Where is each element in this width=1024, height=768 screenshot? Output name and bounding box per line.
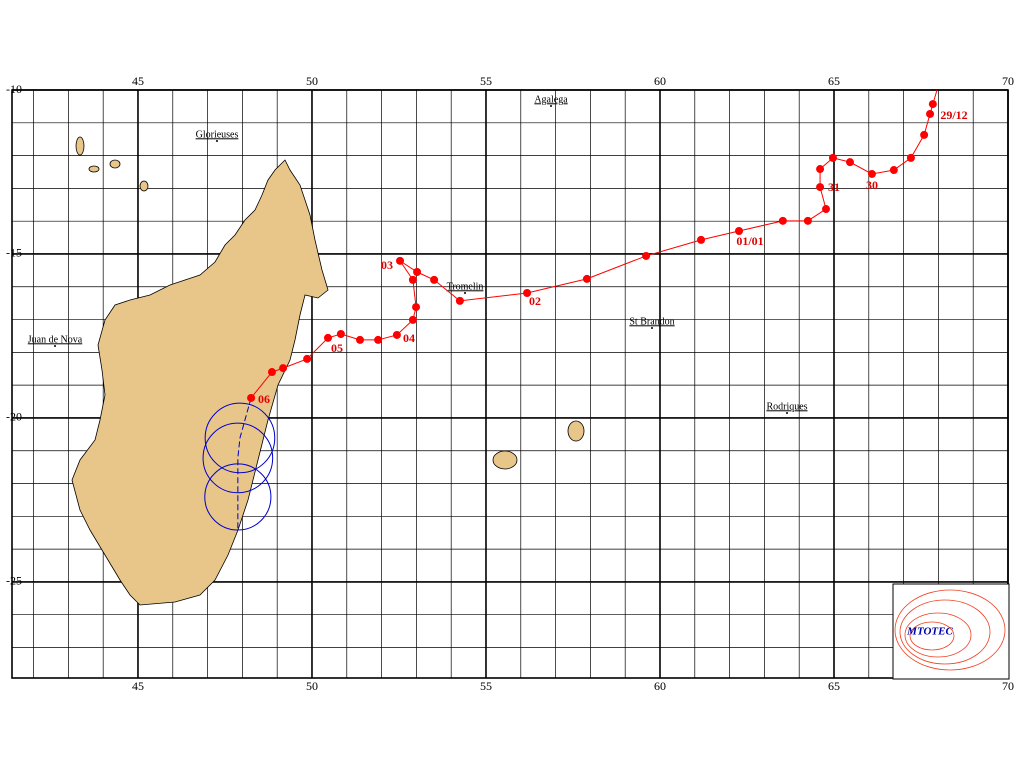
place-dot: [550, 105, 552, 107]
date-label: 06: [258, 392, 270, 406]
x-tick-label: 65: [828, 74, 840, 88]
x-tick-label: 50: [306, 74, 318, 88]
track-point: [267, 368, 276, 377]
madagascar: [71, 159, 329, 606]
date-label: 31: [828, 180, 840, 194]
logo-ring: [894, 589, 1006, 671]
track-point: [392, 330, 401, 339]
track-point: [926, 109, 935, 118]
track-point: [816, 165, 825, 174]
track-point: [336, 329, 345, 338]
y-tick-label: -10: [6, 82, 22, 96]
track-point: [778, 216, 787, 225]
y-tick-label: -25: [6, 574, 22, 588]
logo-ring: [904, 612, 972, 658]
date-label: 04: [403, 331, 415, 345]
date-label: 05: [331, 341, 343, 355]
forecast-circle: [202, 422, 274, 494]
place-name: St Brandon: [629, 316, 674, 327]
date-label: 02: [529, 294, 541, 308]
track-point: [642, 251, 651, 260]
track-point: [455, 296, 464, 305]
track-point: [816, 183, 825, 192]
x-tick-label: 55: [480, 679, 492, 693]
track-point: [906, 153, 915, 162]
track-point: [803, 216, 812, 225]
x-tick-label: 60: [654, 74, 666, 88]
track-point: [408, 315, 417, 324]
track-point: [734, 227, 743, 236]
place-dot: [216, 140, 218, 142]
track-point: [920, 130, 929, 139]
track-point: [821, 205, 830, 214]
date-label: 30: [866, 178, 878, 192]
x-tick-label: 50: [306, 679, 318, 693]
place-name: Rodriques: [766, 401, 807, 412]
track-point: [828, 153, 837, 162]
logo: MTOTEC: [892, 583, 1010, 680]
track-point: [867, 169, 876, 178]
place-dot: [651, 327, 653, 329]
reunion: [492, 450, 518, 470]
x-tick-label: 70: [1002, 679, 1014, 693]
x-tick-label: 45: [132, 74, 144, 88]
track-point: [323, 333, 332, 342]
overlay: Agalega Glorieuses Tromelin St Brandon Juan …: [28, 89, 968, 531]
map-frame: [11, 89, 1009, 679]
date-label: 29/12: [940, 108, 967, 122]
track-point: [412, 303, 421, 312]
track-point: [247, 393, 256, 402]
date-label: 03: [381, 258, 393, 272]
track-point: [582, 274, 591, 283]
track-point: [889, 166, 898, 175]
forecast-line: [237, 397, 252, 530]
place-dot: [54, 345, 56, 347]
place-dot: [464, 292, 466, 294]
x-tick-label: 55: [480, 74, 492, 88]
place-name: Glorieuses: [196, 129, 239, 140]
comoros: [75, 136, 85, 156]
track-point: [846, 158, 855, 167]
track-point: [523, 288, 532, 297]
x-tick-label: 60: [654, 679, 666, 693]
date-label: 01/01: [736, 234, 763, 248]
track-point: [356, 335, 365, 344]
logo-ring: [899, 599, 991, 665]
track-point: [279, 364, 288, 373]
logo-ring: [909, 621, 955, 651]
track-point: [928, 100, 937, 109]
place-name: Juan de Nova: [28, 334, 83, 345]
comoros: [139, 180, 149, 192]
track-point: [413, 268, 422, 277]
comoros: [88, 165, 100, 173]
y-tick-label: -20: [6, 410, 22, 424]
place-name: Tromelin: [447, 281, 484, 292]
forecast-circle: [204, 463, 272, 531]
forecast-circle: [204, 402, 276, 474]
place-name: Agalega: [534, 94, 568, 105]
track-point: [430, 275, 439, 284]
logo-text: MTOTEC: [906, 626, 953, 638]
land: [71, 136, 585, 606]
track-point: [374, 335, 383, 344]
comoros: [109, 159, 121, 169]
track-point: [396, 256, 405, 265]
x-tick-label: 65: [828, 679, 840, 693]
place-dot: [786, 412, 788, 414]
track-point: [697, 235, 706, 244]
track-point: [303, 354, 312, 363]
mauritius: [567, 420, 585, 442]
x-tick-label: 70: [1002, 74, 1014, 88]
track-point: [408, 275, 417, 284]
x-tick-label: 45: [132, 679, 144, 693]
y-tick-label: -15: [6, 246, 22, 260]
